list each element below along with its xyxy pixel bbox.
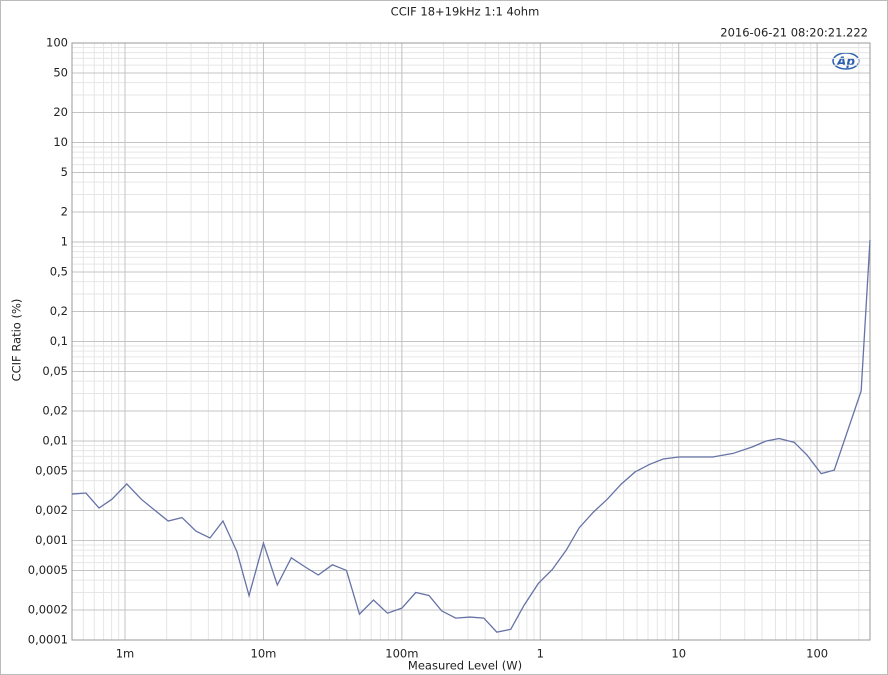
y-tick-label: 5	[61, 165, 68, 179]
y-tick-label: 0,002	[35, 503, 68, 517]
y-tick-label: 20	[53, 105, 68, 119]
y-tick-label: 0,01	[42, 434, 68, 448]
y-tick-label: 1	[61, 235, 68, 249]
y-tick-label: 0,0001	[28, 633, 68, 647]
x-tick-label: 100m	[385, 647, 418, 661]
y-tick-label: 0,001	[35, 533, 68, 547]
x-tick-label: 100	[806, 647, 828, 661]
x-tick-label: 1m	[116, 647, 135, 661]
x-tick-label: 10	[671, 647, 686, 661]
y-tick-label: 0,5	[50, 264, 68, 278]
y-tick-label: 2	[61, 205, 68, 219]
plot-border	[71, 42, 871, 641]
timestamp: 2016-06-21 08:20:21.222	[720, 26, 868, 40]
logo: Ap	[836, 55, 855, 69]
y-tick-label: 0,0005	[28, 563, 68, 577]
chart-title: CCIF 18+19kHz 1:1 4ohm	[391, 5, 540, 19]
y-tick-label: 0,02	[42, 404, 68, 418]
y-tick-label: 50	[53, 65, 68, 79]
x-tick-label: 1	[537, 647, 544, 661]
x-axis-label: Measured Level (W)	[408, 659, 522, 673]
y-tick-label: 0,05	[42, 364, 68, 378]
data-line	[71, 239, 871, 633]
y-tick-label: 0,1	[50, 334, 68, 348]
x-tick-label: 10m	[251, 647, 277, 661]
y-axis-label: CCIF Ratio (%)	[10, 299, 24, 382]
y-tick-label: 10	[53, 135, 68, 149]
y-tick-label: 0,2	[50, 304, 68, 318]
y-tick-label: 100	[46, 36, 68, 50]
y-tick-label: 0,005	[35, 463, 68, 477]
y-tick-label: 0,0002	[28, 603, 68, 617]
